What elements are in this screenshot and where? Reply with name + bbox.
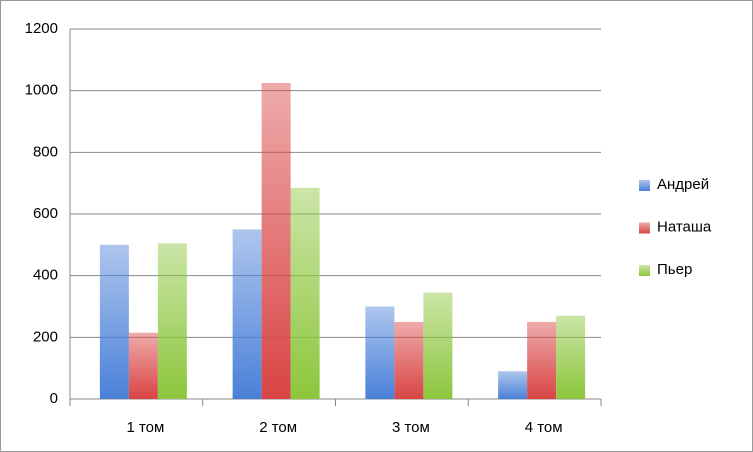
y-tick-label: 1200	[25, 20, 58, 37]
y-tick-label: 1000	[25, 82, 58, 99]
bar	[423, 292, 453, 399]
x-tick-label: 4 том	[525, 419, 563, 436]
bar	[556, 315, 586, 399]
bar	[232, 229, 262, 399]
bar	[261, 82, 291, 399]
legend-swatch	[639, 222, 650, 234]
y-tick-label: 200	[33, 328, 58, 345]
y-tick-label: 400	[33, 267, 58, 284]
legend-label: Андрей	[657, 176, 709, 193]
bar	[365, 306, 395, 399]
y-tick-label: 0	[50, 390, 58, 407]
y-tick-label: 600	[33, 205, 58, 222]
legend-swatch	[639, 265, 650, 276]
bar	[128, 332, 158, 399]
bar	[527, 321, 557, 399]
x-tick-label: 2 том	[259, 419, 297, 436]
bar	[498, 371, 528, 399]
x-tick-label: 1 том	[126, 419, 164, 436]
bar	[394, 321, 424, 399]
bar	[99, 244, 129, 399]
legend-label: Пьер	[657, 261, 692, 278]
x-tick-label: 3 том	[392, 419, 430, 436]
bar	[157, 243, 187, 399]
bar	[290, 187, 320, 399]
legend-label: Наташа	[657, 218, 712, 235]
y-tick-label: 800	[33, 143, 58, 160]
legend-swatch	[639, 180, 650, 191]
